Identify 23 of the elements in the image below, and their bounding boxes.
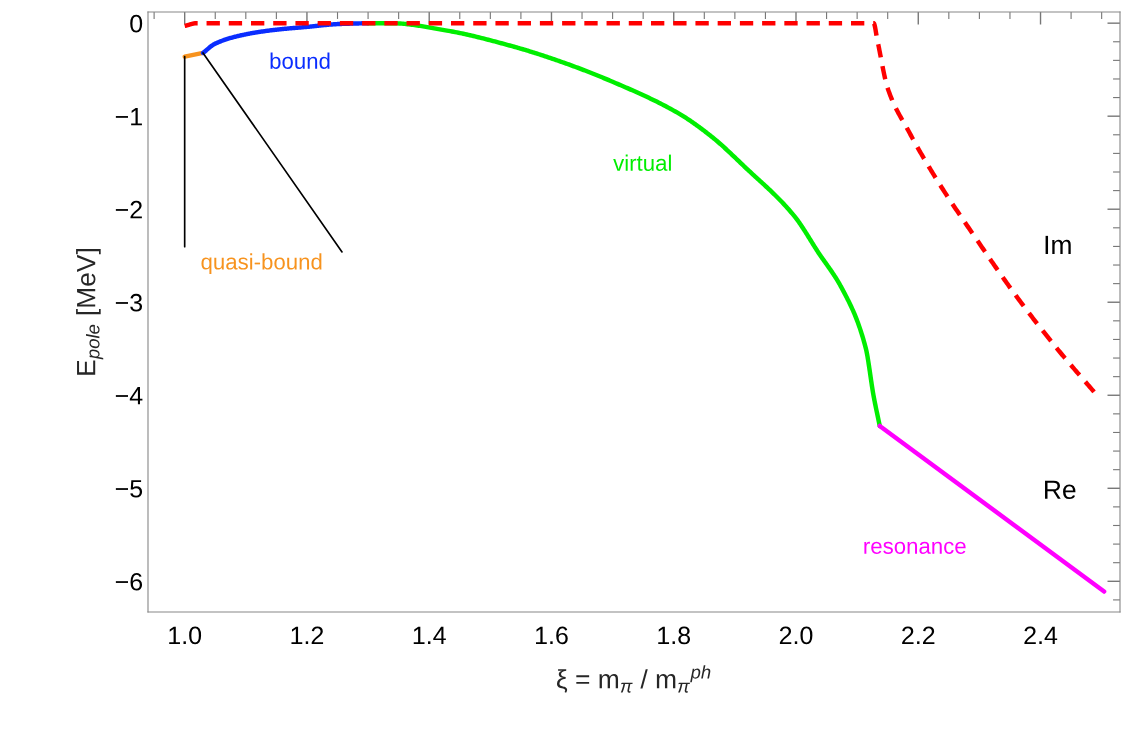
annotation: Im [1045, 235, 1071, 255]
y-tick-label: −5 [115, 480, 143, 498]
x-tick-label: 2.2 [902, 626, 935, 645]
series-label: bound [270, 52, 330, 69]
x-tick-label: 2.4 [1024, 626, 1058, 645]
annotation: Re [1045, 480, 1076, 500]
x-axis-title: ξ = m$_{π}$ / m$_{π}$$^{ph}$ [557, 665, 711, 693]
y-tick-label: −3 [115, 293, 143, 312]
x-tick-label: 1.4 [413, 626, 446, 645]
series-label: virtual [613, 154, 671, 171]
text: quasi-bound [201, 253, 322, 275]
y-tick-label: −2 [115, 200, 142, 219]
x-tick-label: 1.8 [658, 626, 691, 645]
x-tick-label: 1.6 [536, 626, 568, 645]
x-tick-label: 1.0 [169, 626, 202, 645]
y-tick-label: −4 [115, 387, 143, 405]
x-tick-label: 2.0 [779, 626, 813, 645]
x-tick-label: 1.2 [291, 626, 324, 645]
y-axis-title: E$_{pole}$ [MeV] [76, 249, 104, 375]
y-tick-label: −1 [115, 108, 142, 126]
series-label: resonance [864, 541, 966, 554]
y-tick-label: 0 [130, 14, 143, 33]
y-tick-label: −6 [115, 572, 143, 591]
